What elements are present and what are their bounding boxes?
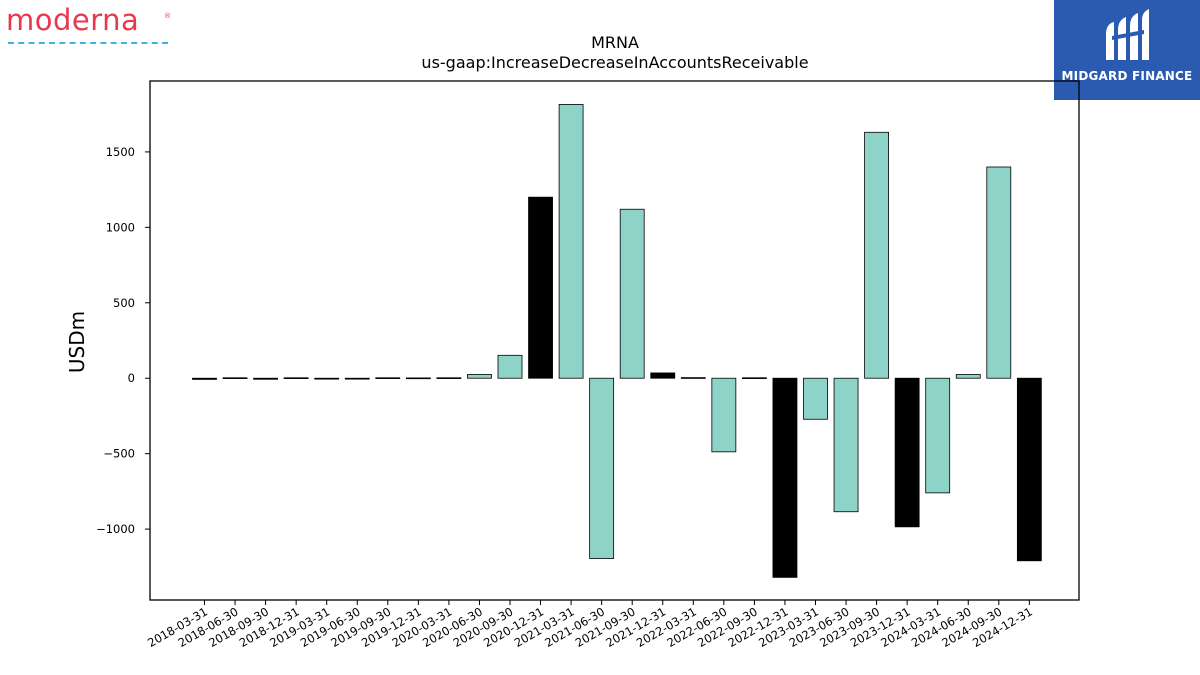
bar — [558, 103, 584, 379]
bar — [467, 374, 492, 379]
bar — [772, 377, 798, 578]
bar — [864, 131, 889, 379]
y-tick-label: 1500 — [106, 145, 135, 159]
bar — [528, 196, 553, 379]
bar — [405, 377, 431, 380]
bar — [986, 166, 1012, 379]
plot-frame — [149, 80, 1080, 601]
bar — [833, 377, 859, 513]
y-axis-label: USDm — [65, 311, 89, 373]
bar — [436, 377, 462, 379]
bar — [619, 208, 645, 379]
bar — [680, 377, 706, 379]
bar — [925, 377, 951, 494]
chart-title: MRNA — [591, 33, 639, 52]
bar — [955, 374, 981, 379]
bars — [192, 103, 1042, 578]
x-axis: 2018-03-312018-06-302018-09-302018-12-31… — [145, 600, 1035, 650]
bar — [589, 377, 615, 559]
bar — [344, 377, 370, 380]
midgard-finance-text: MIDGARD FINANCE — [1061, 69, 1193, 83]
bar — [894, 377, 920, 528]
moderna-logo-underline — [8, 42, 168, 44]
bar — [711, 377, 737, 453]
chart-subtitle: us-gaap:IncreaseDecreaseInAccountsReceiv… — [421, 53, 808, 72]
bar — [283, 377, 309, 379]
moderna-logo-word: moderna — [6, 3, 140, 37]
moderna-logo-mark: ® — [164, 12, 171, 20]
midgard-emblem-icon — [1106, 9, 1149, 60]
bar — [742, 377, 767, 379]
bar — [1016, 377, 1042, 562]
y-tick-label: 0 — [128, 371, 135, 385]
y-tick-label: −1000 — [96, 522, 135, 536]
y-axis: −1000 −500 0 500 1000 1500 — [96, 145, 150, 536]
bar — [253, 377, 279, 380]
bar — [314, 377, 340, 380]
y-tick-label: −500 — [103, 447, 135, 461]
bar — [222, 377, 248, 379]
bar — [192, 377, 217, 380]
bar — [650, 372, 676, 379]
midgard-finance-logo: MIDGARD FINANCE — [1054, 0, 1200, 100]
bar — [497, 354, 523, 379]
bar — [375, 377, 401, 379]
bar — [803, 377, 828, 420]
moderna-logo: moderna ® — [6, 4, 171, 46]
y-tick-label: 500 — [113, 296, 135, 310]
y-tick-label: 1000 — [106, 220, 135, 234]
